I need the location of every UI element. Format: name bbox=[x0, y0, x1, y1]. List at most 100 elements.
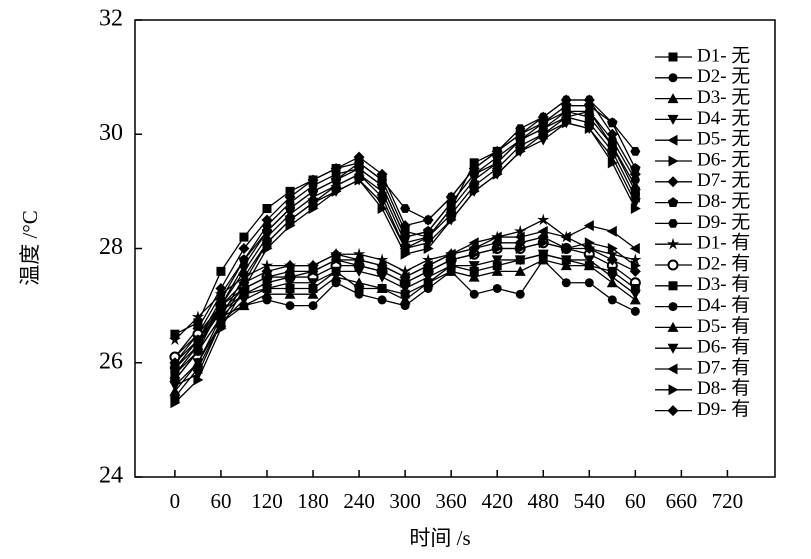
legend-label: D5- 有 bbox=[697, 315, 750, 337]
marker bbox=[399, 271, 411, 283]
marker bbox=[168, 333, 182, 346]
marker bbox=[607, 243, 618, 254]
marker bbox=[262, 277, 273, 289]
marker bbox=[284, 214, 295, 226]
marker bbox=[216, 311, 227, 323]
legend-label: D8- 无 bbox=[697, 191, 750, 212]
marker bbox=[354, 283, 364, 293]
legend-label: D5- 无 bbox=[697, 129, 750, 150]
marker bbox=[607, 266, 617, 276]
marker bbox=[261, 214, 273, 226]
x-tick-label: 60 bbox=[625, 489, 646, 513]
marker bbox=[583, 117, 594, 129]
marker bbox=[468, 261, 480, 272]
marker bbox=[422, 260, 434, 272]
marker bbox=[445, 248, 457, 260]
marker bbox=[666, 237, 680, 250]
marker bbox=[285, 204, 296, 213]
legend-label: D1- 无 bbox=[697, 45, 750, 66]
marker bbox=[261, 237, 272, 249]
marker bbox=[469, 158, 479, 168]
marker bbox=[376, 260, 388, 272]
marker bbox=[492, 147, 503, 156]
marker bbox=[515, 145, 526, 157]
marker bbox=[191, 310, 205, 323]
marker bbox=[560, 255, 572, 266]
marker bbox=[583, 220, 594, 232]
marker bbox=[492, 283, 502, 293]
marker bbox=[262, 204, 272, 214]
marker bbox=[560, 231, 571, 243]
marker bbox=[170, 368, 181, 380]
marker bbox=[667, 363, 678, 375]
marker bbox=[446, 214, 457, 226]
marker bbox=[607, 157, 618, 169]
marker bbox=[214, 287, 228, 300]
legend-label: D9- 有 bbox=[697, 398, 750, 420]
marker bbox=[469, 289, 479, 299]
marker bbox=[538, 112, 549, 122]
marker bbox=[170, 397, 181, 409]
x-tick-label: 540 bbox=[574, 489, 606, 513]
marker bbox=[630, 306, 640, 316]
legend-label: D2- 有 bbox=[697, 252, 750, 274]
marker bbox=[629, 191, 640, 203]
y-tick-label: 26 bbox=[99, 348, 123, 374]
marker bbox=[308, 283, 318, 293]
marker bbox=[375, 253, 389, 266]
marker bbox=[629, 243, 640, 254]
marker bbox=[284, 260, 296, 272]
legend-label: D4- 无 bbox=[697, 108, 750, 129]
x-tick-label: 180 bbox=[297, 489, 329, 513]
marker bbox=[239, 288, 250, 300]
marker bbox=[469, 266, 479, 276]
marker bbox=[261, 265, 273, 277]
marker bbox=[285, 186, 295, 196]
x-tick-label: 480 bbox=[527, 489, 559, 513]
marker bbox=[399, 231, 411, 242]
marker bbox=[307, 278, 319, 289]
x-tick-label: 0 bbox=[170, 489, 181, 513]
marker bbox=[307, 288, 319, 299]
marker bbox=[193, 318, 203, 328]
marker bbox=[584, 112, 594, 122]
marker bbox=[468, 180, 479, 192]
marker bbox=[192, 334, 204, 346]
marker bbox=[629, 265, 641, 277]
marker bbox=[491, 255, 503, 266]
marker bbox=[352, 247, 366, 260]
y-tick-label: 32 bbox=[99, 6, 123, 32]
marker bbox=[667, 114, 679, 125]
marker bbox=[560, 243, 572, 254]
marker bbox=[169, 357, 181, 369]
y-tick-label: 24 bbox=[99, 463, 123, 489]
marker bbox=[285, 220, 296, 232]
legend-label: D6- 无 bbox=[697, 149, 750, 170]
marker bbox=[399, 220, 411, 232]
marker bbox=[260, 259, 274, 271]
marker bbox=[606, 254, 618, 266]
y-axis-label: 温度 /°C bbox=[18, 210, 42, 286]
marker bbox=[308, 187, 319, 196]
marker bbox=[667, 405, 679, 417]
marker bbox=[491, 237, 503, 249]
marker bbox=[668, 219, 678, 228]
marker bbox=[629, 180, 641, 191]
marker bbox=[584, 278, 594, 288]
marker bbox=[515, 124, 526, 133]
marker bbox=[169, 381, 181, 392]
legend-label: D3- 有 bbox=[697, 273, 750, 295]
marker bbox=[285, 271, 296, 283]
marker bbox=[377, 175, 388, 185]
marker bbox=[667, 176, 679, 188]
marker bbox=[215, 300, 227, 312]
marker bbox=[668, 52, 678, 62]
marker bbox=[353, 254, 365, 266]
marker bbox=[630, 203, 641, 215]
marker bbox=[607, 295, 617, 305]
marker bbox=[239, 232, 249, 242]
marker bbox=[492, 168, 503, 180]
marker bbox=[668, 73, 678, 83]
legend-label: D8- 有 bbox=[697, 377, 750, 399]
